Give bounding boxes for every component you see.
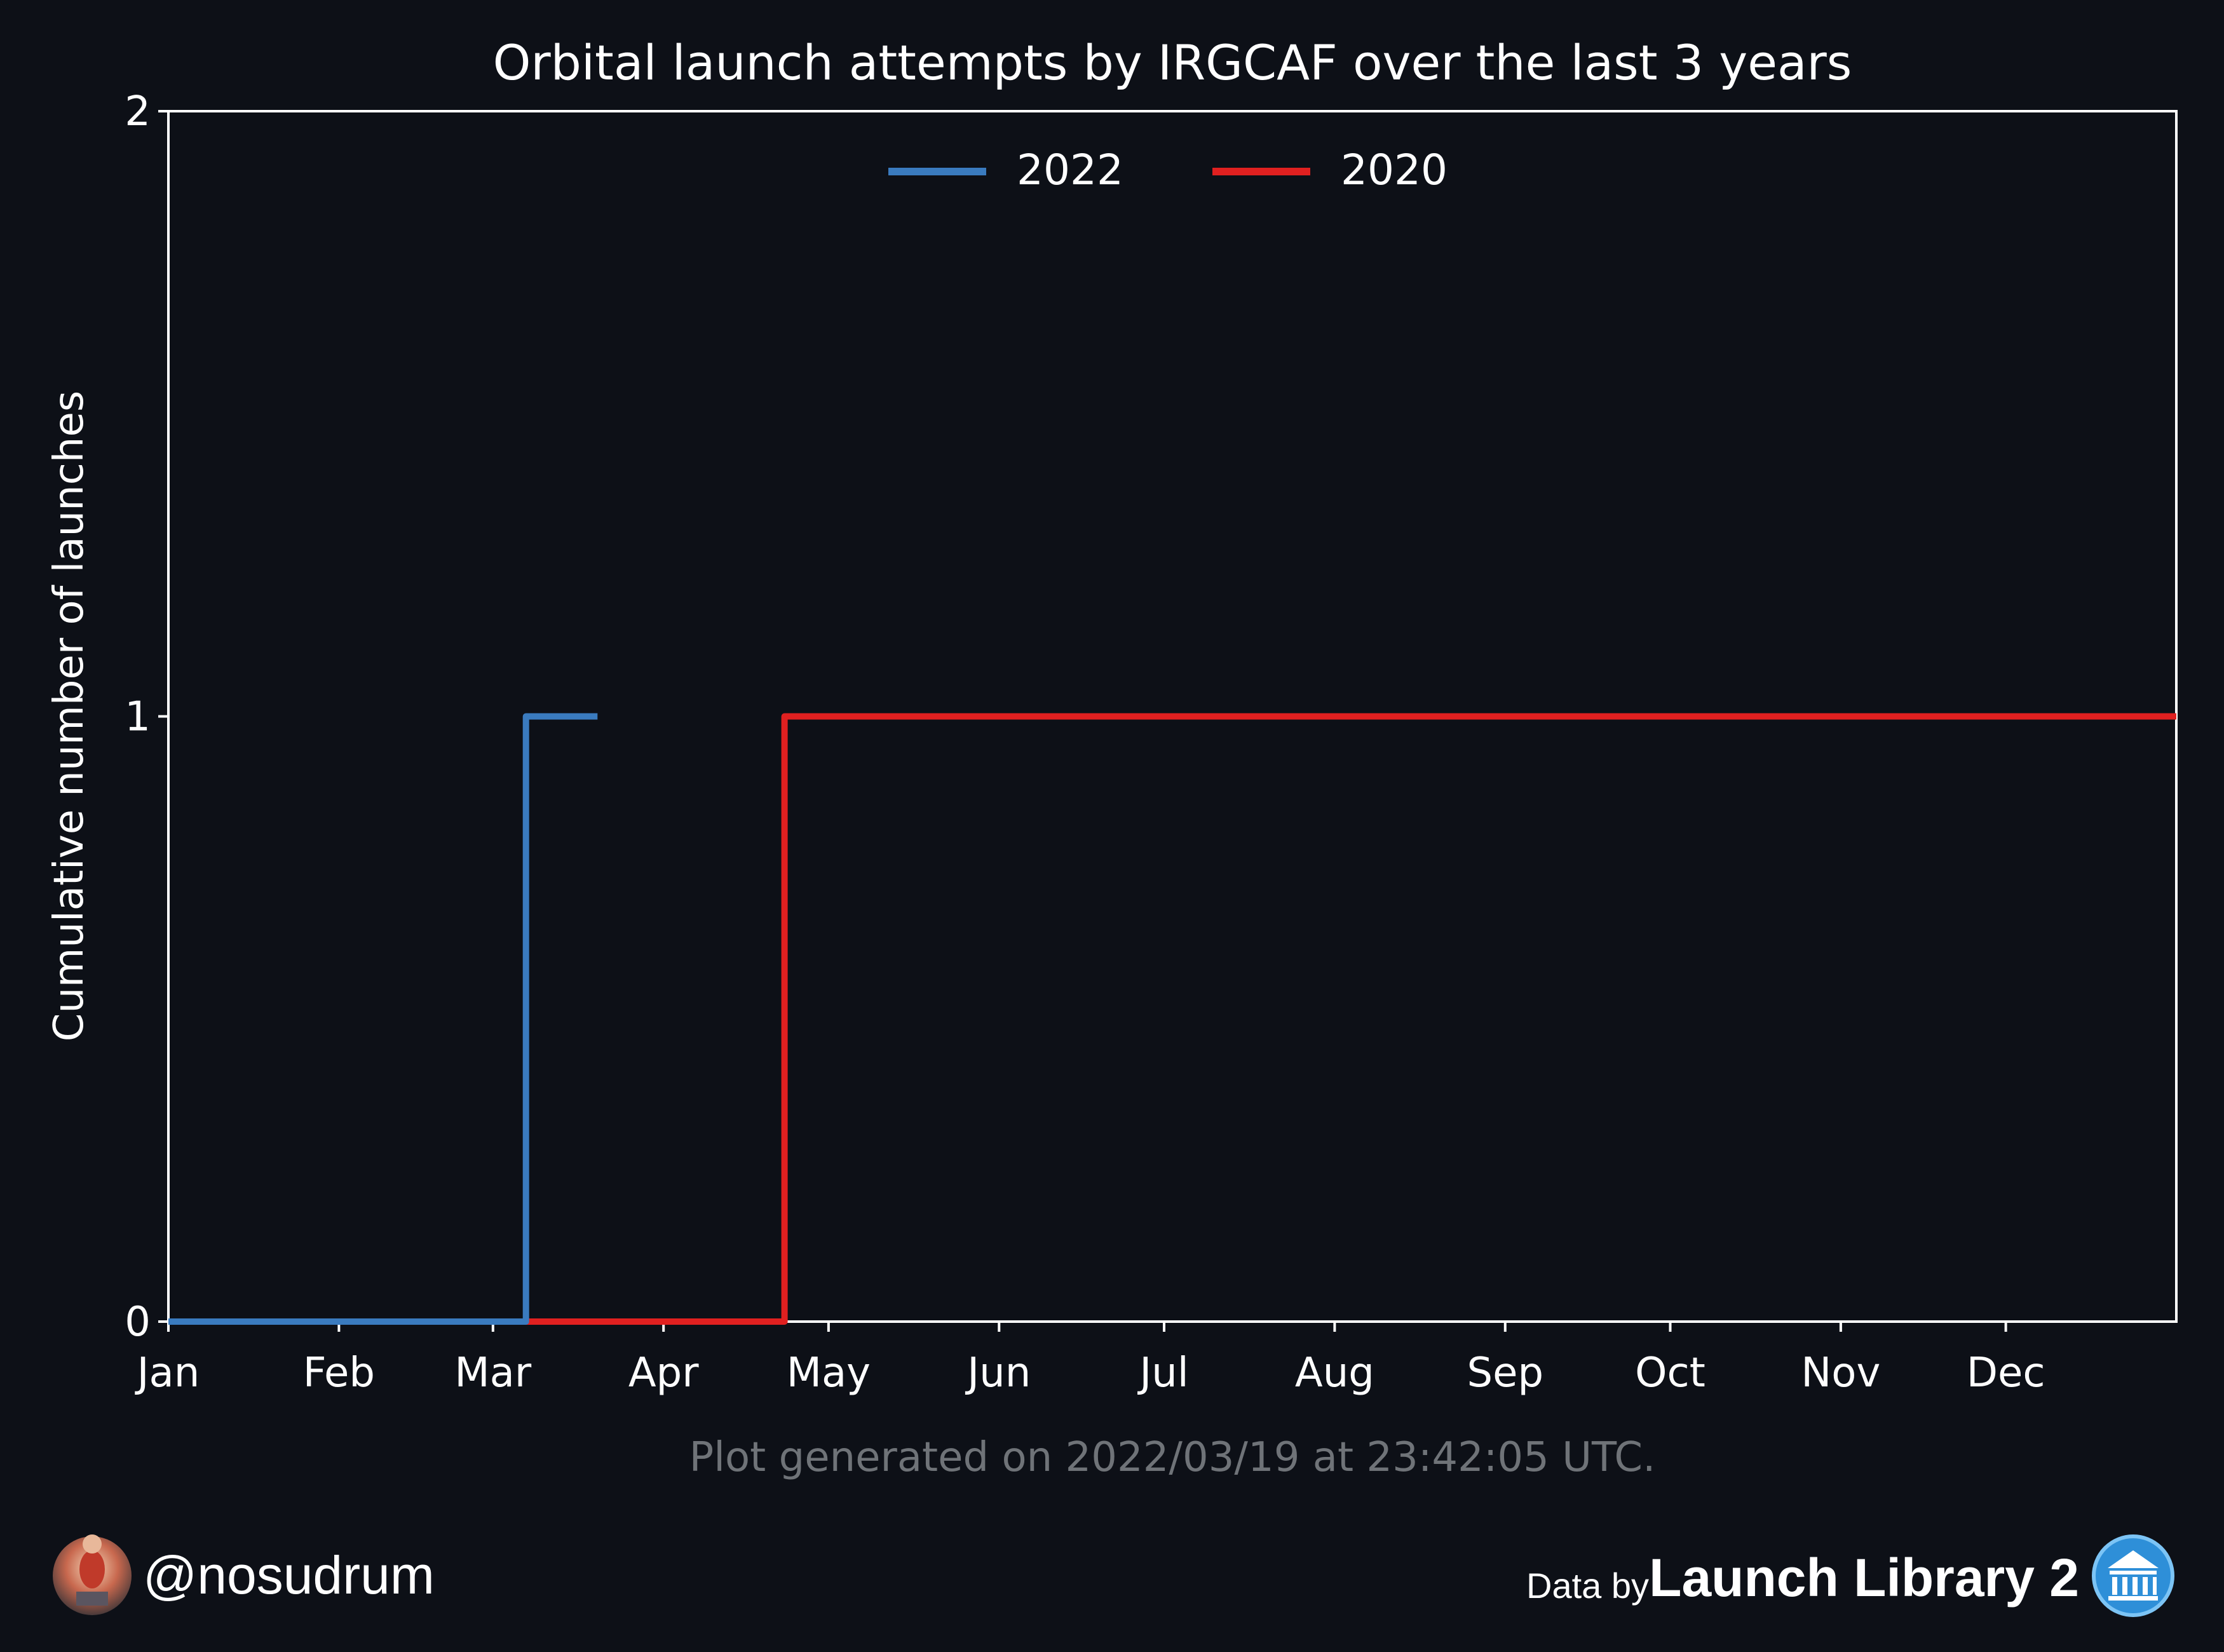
x-tick-label: Mar	[454, 1350, 531, 1397]
avatar-icon	[53, 1534, 132, 1615]
series-layer	[168, 713, 2176, 1325]
y-tick-label: 2	[125, 88, 151, 135]
x-axis: Jan Feb Mar Apr May Jun Jul Aug Sep Oct Nov Dec	[135, 1322, 2045, 1397]
x-tick-label: Jul	[1137, 1350, 1188, 1397]
x-tick-label: Jun	[965, 1350, 1031, 1397]
x-tick-label: Feb	[303, 1350, 375, 1397]
launch-library-logo-icon	[2092, 1534, 2174, 1617]
series-line-2022	[168, 713, 598, 1325]
legend: 2022 2020	[888, 146, 1448, 194]
chart-title: Orbital launch attempts by IRGCAF over t…	[493, 34, 1852, 91]
y-tick-label: 1	[125, 694, 151, 741]
author-handle: @nosudrum	[143, 1545, 435, 1605]
legend-label-2022: 2022	[1017, 146, 1123, 194]
data-by-label: Data by	[1526, 1566, 1649, 1606]
y-axis-label: Cumulative number of launches	[46, 391, 93, 1041]
y-tick-label: 0	[125, 1299, 151, 1346]
legend-label-2020: 2020	[1341, 146, 1448, 194]
source-name: Launch Library 2	[1649, 1548, 2079, 1608]
x-tick-label: Jan	[135, 1350, 200, 1397]
x-tick-label: Oct	[1635, 1350, 1705, 1397]
x-tick-label: May	[787, 1350, 871, 1397]
x-tick-label: Sep	[1467, 1350, 1543, 1397]
x-tick-label: Apr	[628, 1350, 699, 1397]
y-axis: 0 1 2	[125, 88, 168, 1346]
x-tick-label: Aug	[1295, 1350, 1374, 1397]
x-tick-label: Dec	[1967, 1350, 2045, 1397]
generated-note: Plot generated on 2022/03/19 at 23:42:05…	[689, 1434, 1656, 1481]
x-tick-label: Nov	[1801, 1350, 1880, 1397]
